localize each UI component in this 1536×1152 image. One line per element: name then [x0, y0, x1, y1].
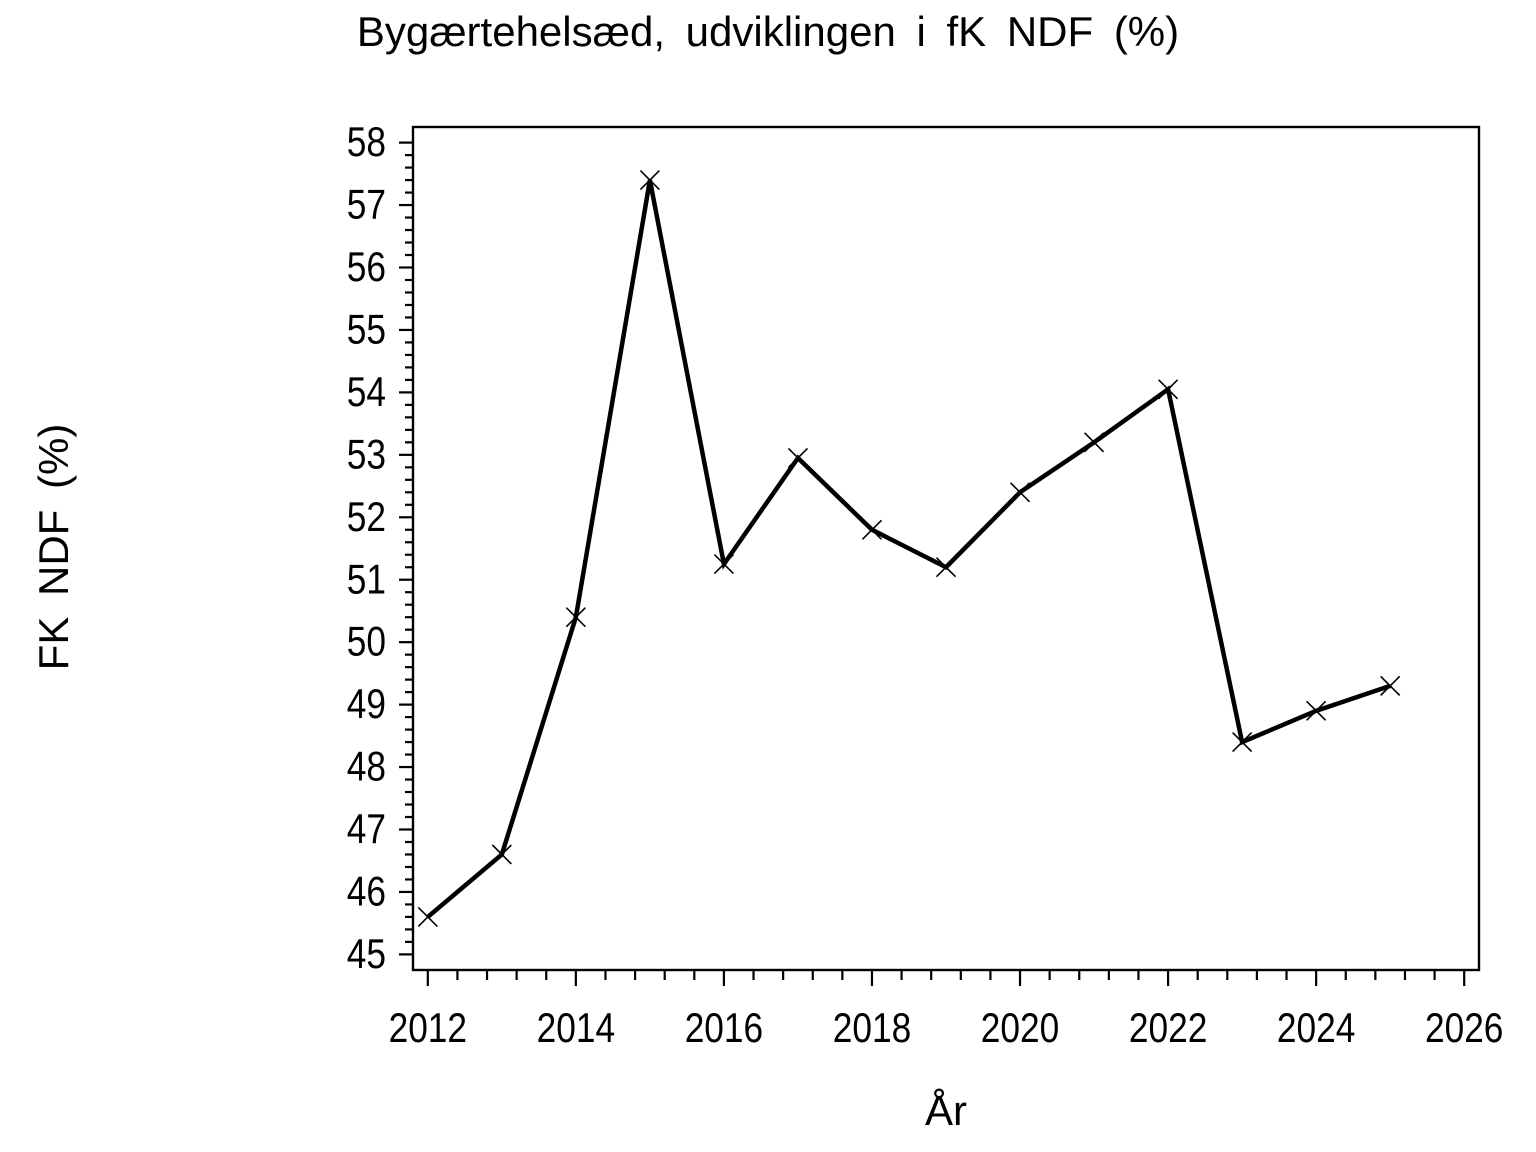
data-point-marker	[1380, 675, 1401, 696]
x-axis-title: År	[925, 1087, 967, 1134]
y-tick-label: 55	[347, 307, 386, 354]
plot-frame	[411, 125, 1481, 972]
y-tick-label: 51	[347, 556, 386, 603]
data-point-marker	[639, 170, 660, 191]
data-point-marker	[417, 906, 438, 927]
data-point-marker	[1158, 379, 1179, 400]
x-tick-label: 2016	[685, 1005, 763, 1052]
y-tick-label: 57	[347, 182, 386, 229]
y-tick-label: 56	[347, 244, 386, 291]
data-point-marker	[787, 447, 809, 469]
data-point-marker	[935, 557, 957, 578]
y-tick-label: 49	[347, 681, 386, 728]
data-point-marker	[1009, 482, 1031, 503]
y-tick-label: 52	[347, 494, 386, 541]
y-tick-label: 53	[347, 432, 386, 479]
x-tick-label: 2026	[1425, 1005, 1503, 1052]
x-tick-label: 2012	[389, 1005, 467, 1052]
x-tick-label: 2020	[981, 1005, 1059, 1052]
data-point-marker	[1083, 432, 1105, 453]
x-tick-label: 2014	[537, 1005, 615, 1052]
data-point-marker	[713, 554, 734, 575]
y-tick-label: 47	[347, 806, 386, 853]
x-tick-label: 2022	[1129, 1005, 1207, 1052]
data-point-marker	[491, 844, 512, 865]
y-tick-label: 54	[347, 369, 386, 416]
data-point-marker	[565, 607, 586, 628]
x-tick-label: 2018	[833, 1005, 911, 1052]
y-tick-label: 50	[347, 619, 386, 666]
data-point-marker	[1306, 700, 1327, 721]
chart-title: Bygærtehelsæd, udviklingen i fK NDF (%)	[356, 8, 1180, 55]
y-tick-label: 58	[347, 119, 386, 166]
y-tick-label: 48	[347, 744, 386, 791]
data-point-marker	[861, 519, 883, 540]
data-point-marker	[1232, 732, 1253, 753]
x-tick-label: 2024	[1277, 1005, 1355, 1052]
y-tick-label: 45	[347, 931, 386, 978]
y-tick-label: 46	[347, 869, 386, 916]
data-series-line	[426, 179, 1391, 919]
